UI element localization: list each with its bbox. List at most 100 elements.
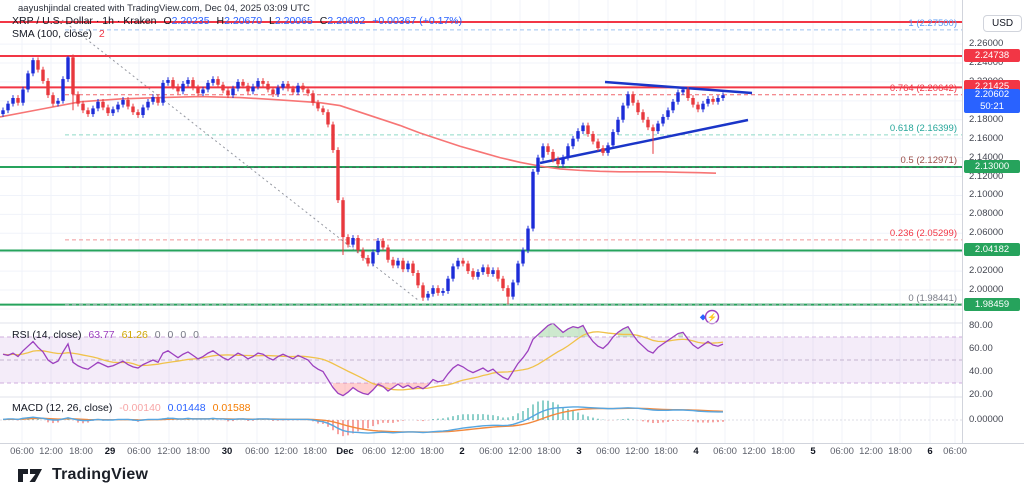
candle-body	[26, 73, 30, 90]
candle-body	[536, 157, 540, 172]
marker-layer: ⚡	[699, 309, 720, 325]
candle-body	[226, 90, 230, 96]
price-axis-label: 2.24000	[969, 57, 1004, 68]
tradingview-logo-icon[interactable]	[18, 466, 44, 484]
price-axis-label: 2.00000	[969, 284, 1004, 296]
candle-body	[6, 103, 10, 111]
fib-level-label: 0 (1.98441)	[908, 292, 957, 304]
symbol-legend-row[interactable]: XRP / U.S. Dollar · 1h · Kraken O2.20235…	[12, 15, 462, 28]
time-axis-label: 12:00	[39, 446, 63, 457]
candle-body	[341, 200, 345, 238]
footer-bar: TradingView	[0, 456, 1024, 493]
price-axis-label: 2.08000	[969, 208, 1004, 220]
ohlc-open-value: 2.20235	[171, 15, 210, 27]
time-axis-label: 2	[459, 446, 465, 457]
candle-body	[231, 88, 235, 96]
candle-body	[396, 260, 400, 266]
candle-body	[401, 260, 405, 270]
current-price-badge[interactable]: 2.20602 50:21	[964, 89, 1020, 114]
candle-body	[181, 83, 185, 92]
candle-body	[576, 131, 580, 139]
time-axis-label: 12:00	[742, 446, 766, 457]
candle-body	[421, 285, 425, 298]
candle-body	[291, 88, 295, 93]
candle-body	[711, 98, 715, 102]
time-axis-label: 06:00	[127, 446, 151, 457]
candle-body	[696, 104, 700, 110]
candle-body	[351, 238, 355, 245]
rsi-band-value: 0	[154, 329, 161, 341]
time-axis-label: 18:00	[888, 446, 912, 457]
candle-body	[446, 278, 450, 291]
candle-body	[186, 80, 190, 84]
candle-body	[611, 132, 615, 146]
time-axis-label: 12:00	[859, 446, 883, 457]
dotted-trendline	[61, 19, 419, 301]
time-axis-label: 06:00	[596, 446, 620, 457]
grid-layer	[0, 0, 962, 443]
candle-body	[596, 141, 600, 149]
candle-body	[56, 100, 60, 104]
price-level-badge[interactable]: 2.13000	[964, 160, 1020, 174]
rsi-line	[2, 322, 724, 397]
marker-diamond-icon	[699, 314, 707, 321]
candle-body	[331, 124, 335, 151]
candle-body	[591, 133, 595, 142]
candle-body	[476, 272, 480, 277]
attribution-text: aayushjindal created with TradingView.co…	[18, 3, 310, 14]
price-axis-label: 2.02000	[969, 265, 1004, 277]
candle-body	[366, 257, 370, 264]
time-axis-label: 18:00	[654, 446, 678, 457]
macd-axis-label: 0.00000	[969, 414, 1004, 425]
rsi-legend-row[interactable]: RSI (14, close) 63.77 61.26 0 0 0 0	[12, 329, 203, 341]
rsi-ma-value: 61.26	[121, 329, 148, 341]
levels-layer	[0, 21, 962, 306]
candle-body	[76, 94, 80, 104]
candle-body	[511, 282, 515, 297]
ohlc-change: +0.00367 (+0.17%)	[372, 15, 463, 27]
candle-body	[411, 263, 415, 274]
candle-body	[161, 82, 165, 103]
candle-body	[636, 102, 640, 113]
candle-body	[221, 84, 225, 91]
candle-body	[121, 99, 125, 105]
candle-body	[586, 125, 590, 134]
candle-body	[336, 150, 340, 201]
candle-body	[156, 97, 160, 103]
price-level-badge[interactable]: 2.24738	[964, 49, 1020, 63]
time-axis-label: 18:00	[420, 446, 444, 457]
sma-legend-row[interactable]: SMA (100, close) 2	[12, 28, 462, 41]
time-axis-label: 4	[693, 446, 699, 457]
time-axis-label: 06:00	[479, 446, 503, 457]
candle-body	[441, 290, 445, 293]
candle-body	[316, 102, 320, 109]
candle-body	[546, 146, 550, 152]
price-axis[interactable]: USD 2.260002.240002.220002.180002.160002…	[962, 0, 1024, 455]
candle-body	[406, 263, 410, 270]
time-axis[interactable]: 06:00 12:00 18:00 29 06:00 12:00 18:00 30 06:00 1…	[0, 443, 1024, 457]
candle-body	[556, 159, 560, 165]
tradingview-brand[interactable]: TradingView	[52, 465, 149, 483]
chart-canvas[interactable]: ⚡	[0, 0, 1024, 456]
candle-body	[616, 119, 620, 133]
candle-body	[346, 237, 350, 245]
candle-body	[276, 87, 280, 95]
candle-body	[241, 81, 245, 86]
currency-badge[interactable]: USD	[983, 15, 1023, 32]
candle-body	[541, 146, 545, 158]
macd-legend-row[interactable]: MACD (12, 26, close) -0.00140 0.01448 0.…	[12, 402, 255, 414]
candle-body	[471, 271, 475, 277]
candle-body	[126, 99, 130, 107]
candle-body	[571, 138, 575, 147]
candle-body	[426, 293, 430, 298]
rsi-pane	[0, 322, 962, 397]
candle-body	[301, 85, 305, 90]
price-level-badge[interactable]: 2.04182	[964, 243, 1020, 257]
candle-body	[256, 80, 260, 87]
rsi-overbought-fill	[538, 323, 588, 337]
time-axis-label: 06:00	[245, 446, 269, 457]
candle-body	[676, 92, 680, 102]
legend: XRP / U.S. Dollar · 1h · Kraken O2.20235…	[12, 15, 462, 41]
price-axis-label: 2.14000	[969, 151, 1004, 163]
price-level-badge[interactable]: 1.98459	[964, 297, 1020, 311]
